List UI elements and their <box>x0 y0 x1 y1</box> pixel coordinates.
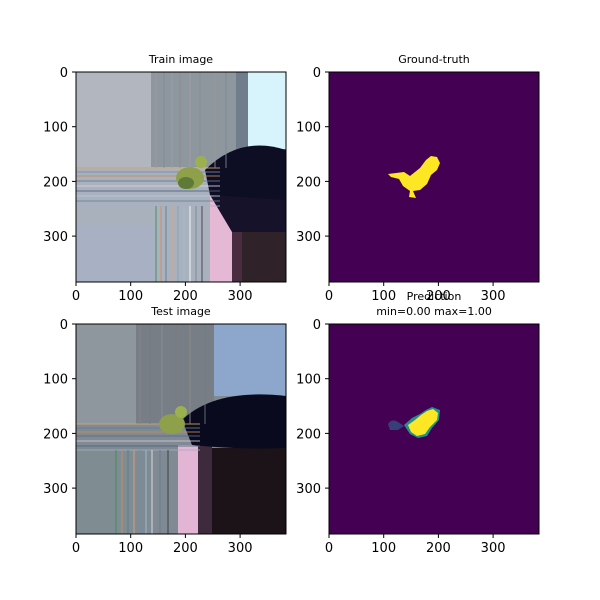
x-ticks: 0 100 200 300 <box>325 534 506 556</box>
y-tick-label: 200 <box>296 175 321 190</box>
x-tick-label: 100 <box>371 541 396 556</box>
panel-train-image: Train image <box>43 53 287 304</box>
panel-title: Prediction <box>407 290 462 303</box>
x-tick-label: 200 <box>173 541 198 556</box>
x-tick-label: 0 <box>72 289 80 304</box>
y-tick-label: 0 <box>60 66 68 81</box>
y-ticks: 0 100 200 300 <box>296 318 329 497</box>
y-ticks: 0 100 200 300 <box>43 318 76 497</box>
x-tick-label: 0 <box>325 289 333 304</box>
x-tick-label: 100 <box>118 289 143 304</box>
panel-title: Train image <box>148 53 213 66</box>
y-tick-label: 300 <box>296 230 321 245</box>
axes-frame <box>75 323 287 535</box>
heatmap-background <box>329 72 539 282</box>
y-ticks: 0 100 200 300 <box>296 66 329 245</box>
y-tick-label: 0 <box>313 318 321 333</box>
x-tick-label: 0 <box>325 541 333 556</box>
y-tick-label: 200 <box>43 175 68 190</box>
y-tick-label: 100 <box>43 121 68 136</box>
y-tick-label: 200 <box>43 427 68 442</box>
y-tick-label: 200 <box>296 427 321 442</box>
panel-prediction: Prediction min=0.00 max=1.00 0 100 200 3… <box>296 290 540 556</box>
axes-frame <box>328 323 540 535</box>
x-tick-label: 300 <box>481 289 506 304</box>
x-ticks: 0 100 200 300 <box>325 282 506 304</box>
y-tick-label: 100 <box>296 373 321 388</box>
y-tick-label: 100 <box>296 121 321 136</box>
x-tick-label: 300 <box>228 541 253 556</box>
y-tick-label: 300 <box>43 230 68 245</box>
x-tick-label: 100 <box>371 289 396 304</box>
axes-frame <box>75 71 287 283</box>
y-ticks: 0 100 200 300 <box>43 66 76 245</box>
panel-title: Test image <box>150 305 211 318</box>
x-tick-label: 200 <box>426 289 451 304</box>
x-ticks: 0 100 200 300 <box>72 534 253 556</box>
y-tick-label: 300 <box>296 482 321 497</box>
test-image-content <box>76 324 286 534</box>
prediction-mask <box>408 409 438 436</box>
x-tick-label: 300 <box>481 541 506 556</box>
x-tick-label: 100 <box>118 541 143 556</box>
y-tick-label: 0 <box>313 66 321 81</box>
y-tick-label: 300 <box>43 482 68 497</box>
prediction-faint-region <box>388 420 404 430</box>
x-tick-label: 300 <box>228 289 253 304</box>
y-tick-label: 0 <box>60 318 68 333</box>
x-tick-label: 0 <box>72 541 80 556</box>
axes-frame <box>328 71 540 283</box>
y-tick-label: 100 <box>43 373 68 388</box>
train-image-content <box>76 72 286 282</box>
ground-truth-mask <box>388 156 440 198</box>
x-tick-label: 200 <box>426 541 451 556</box>
panel-title: Ground-truth <box>398 53 470 66</box>
panel-ground-truth: Ground-truth 0 100 200 300 0 100 200 300 <box>296 53 540 304</box>
x-ticks: 0 100 200 300 <box>72 282 253 304</box>
panel-subtitle: min=0.00 max=1.00 <box>376 305 492 318</box>
x-tick-label: 200 <box>173 289 198 304</box>
panel-test-image: Test image <box>43 305 287 556</box>
heatmap-background <box>329 324 539 534</box>
